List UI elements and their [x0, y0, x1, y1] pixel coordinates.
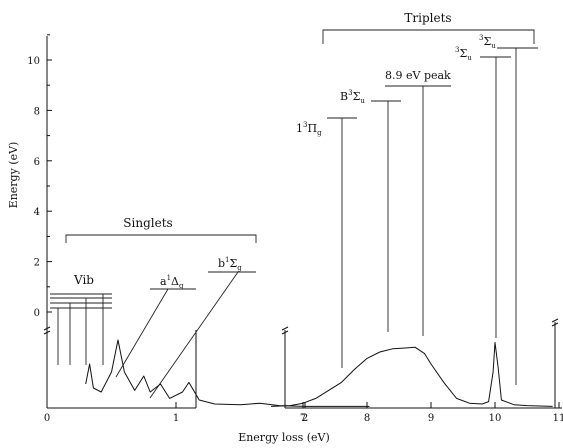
singlets-label: Singlets	[123, 216, 172, 230]
y-tick-label-8: 8	[34, 106, 40, 117]
vib-label: Vib	[73, 273, 94, 287]
x-tick-label-11: 11	[553, 413, 563, 424]
y-tick-label-0: 0	[34, 308, 40, 319]
y-ticks: 0 2 4 6 8 10	[27, 34, 52, 319]
b1Sg-label: b1Σg	[218, 256, 242, 272]
spectrum-left-trace	[85, 339, 370, 407]
t13Pg-label: 13Πg	[296, 121, 322, 137]
spectrum-right-trace	[270, 341, 553, 407]
y-tick-label-6: 6	[34, 157, 40, 168]
spectra	[85, 339, 553, 407]
x-tick-label-1: 1	[173, 413, 179, 424]
x-ticks: 0 1 27 8 9 10 11	[43, 318, 563, 424]
x-tick-label-8: 8	[364, 413, 370, 424]
state-brackets	[65, 29, 535, 243]
x-axis-label: Energy loss (eV)	[238, 431, 330, 444]
a1Dg-leader	[115, 288, 169, 378]
y-tick-label-10: 10	[27, 56, 40, 67]
B3Su-label: B3Σu	[340, 89, 365, 105]
b1Sg-leader	[149, 271, 239, 399]
x-tick-label-10: 10	[489, 413, 502, 424]
a1Dg-label: a1Δg	[160, 274, 184, 290]
x-tick-label-7: 7	[300, 413, 306, 424]
axes	[46, 36, 562, 409]
y-axis-label: Energy (eV)	[7, 142, 20, 209]
axis-break-mark	[43, 326, 51, 335]
sigma-u-label-a: 3Σu	[455, 46, 472, 62]
triplets-bracket	[322, 29, 535, 44]
axis-break-mark	[551, 318, 559, 327]
level-lines	[50, 47, 538, 399]
triplets-label: Triplets	[404, 11, 451, 25]
peak-8-9-label: 8.9 eV peak	[385, 69, 451, 82]
x-tick-label-2: 2	[302, 413, 308, 424]
x-tick-label-0: 0	[44, 413, 50, 424]
y-tick-label-2: 2	[34, 258, 40, 269]
y-tick-label-4: 4	[34, 207, 40, 218]
x-tick-label-9: 9	[428, 413, 434, 424]
sigma-u-label-b: 3Σu	[479, 34, 496, 50]
singlets-bracket	[65, 234, 257, 243]
